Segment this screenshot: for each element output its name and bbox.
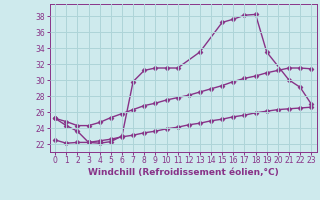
X-axis label: Windchill (Refroidissement éolien,°C): Windchill (Refroidissement éolien,°C) <box>88 168 279 177</box>
